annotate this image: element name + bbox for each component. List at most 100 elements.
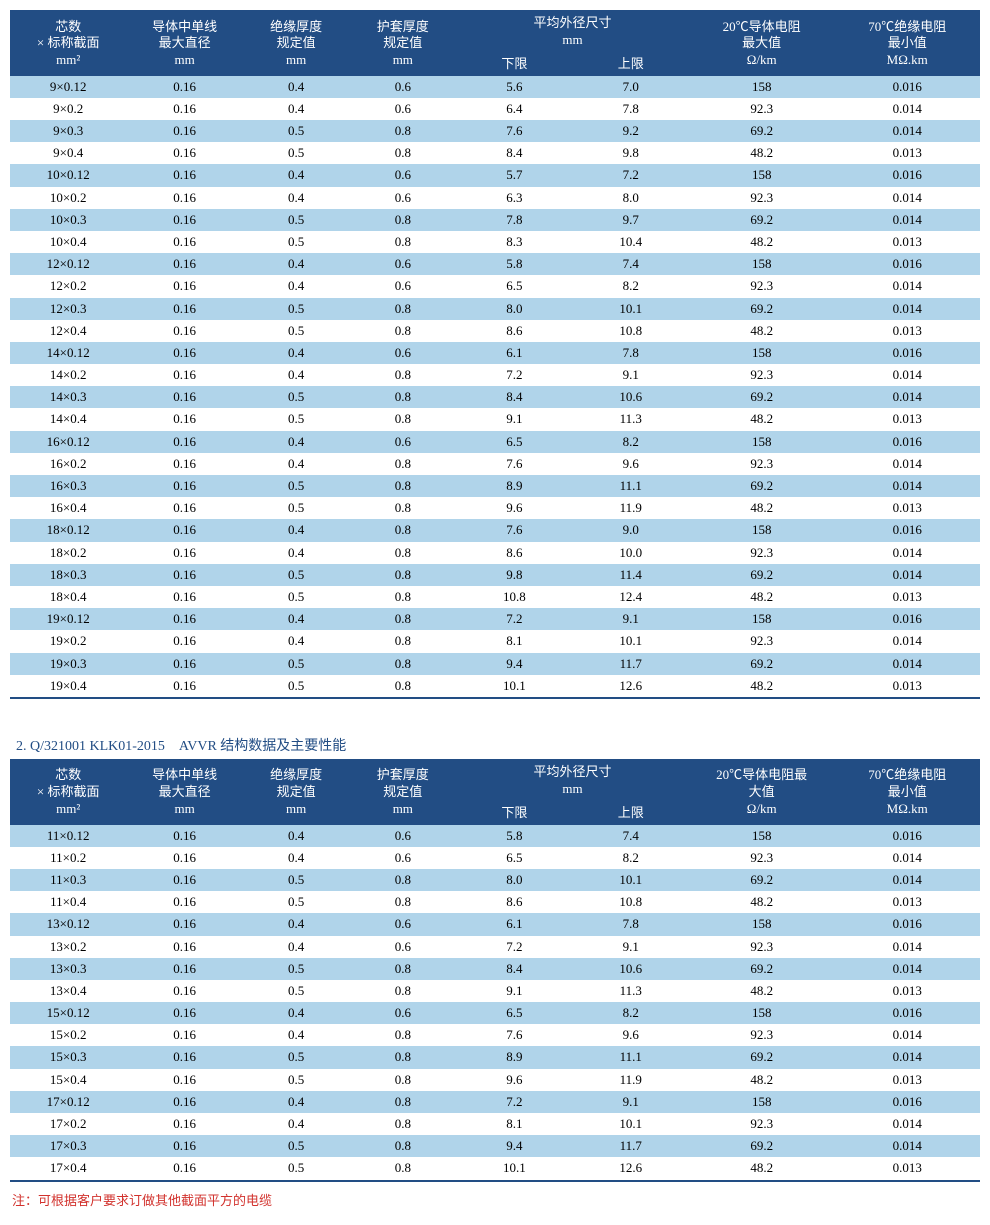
table-cell: 0.5 [243,675,350,697]
table-cell: 0.16 [126,980,242,1002]
table-cell: 0.4 [243,1024,350,1046]
table-cell: 0.8 [349,1069,456,1091]
table-cell: 92.3 [689,1024,835,1046]
table-cell: 0.16 [126,653,242,675]
table-cell: 11.3 [573,980,689,1002]
table-cell: 0.014 [834,209,980,231]
table-cell: 48.2 [689,1157,835,1179]
table-cell: 16×0.4 [10,497,126,519]
table-cell: 7.8 [573,342,689,364]
table-cell: 69.2 [689,386,835,408]
table-cell: 69.2 [689,958,835,980]
table-cell: 7.2 [456,608,572,630]
table-cell: 10×0.3 [10,209,126,231]
table-cell: 0.16 [126,164,242,186]
table-row: 15×0.40.160.50.89.611.948.20.013 [10,1069,980,1091]
table-cell: 8.6 [456,320,572,342]
hdr2-resist70: 70℃绝缘电阻 最小值 MΩ.km [834,761,980,825]
table-cell: 6.5 [456,1002,572,1024]
table-cell: 9.6 [573,1024,689,1046]
table-row: 17×0.120.160.40.87.29.11580.016 [10,1091,980,1113]
table-cell: 0.4 [243,825,350,847]
table-cell: 69.2 [689,869,835,891]
table2-header: 芯数 × 标称截面 mm² 导体中单线 最大直径 mm 绝缘厚度 规定值 mm … [10,761,980,825]
table-cell: 10.8 [456,586,572,608]
table-cell: 0.4 [243,76,350,98]
table-cell: 11.7 [573,653,689,675]
table-cell: 0.4 [243,519,350,541]
table-cell: 0.014 [834,298,980,320]
table-cell: 0.16 [126,497,242,519]
table-cell: 0.6 [349,98,456,120]
table-cell: 8.9 [456,475,572,497]
table-cell: 10.1 [456,675,572,697]
table-row: 19×0.30.160.50.89.411.769.20.014 [10,653,980,675]
table-cell: 0.5 [243,653,350,675]
table-cell: 0.4 [243,1002,350,1024]
table-cell: 0.013 [834,408,980,430]
table-cell: 5.8 [456,825,572,847]
table-row: 18×0.120.160.40.87.69.01580.016 [10,519,980,541]
table-cell: 69.2 [689,564,835,586]
table-cell: 0.013 [834,320,980,342]
table-cell: 0.6 [349,164,456,186]
table-cell: 7.8 [456,209,572,231]
table-cell: 0.014 [834,98,980,120]
table-row: 11×0.120.160.40.65.87.41580.016 [10,825,980,847]
table-cell: 0.016 [834,913,980,935]
table-cell: 9×0.3 [10,120,126,142]
table-cell: 11.3 [573,408,689,430]
table-cell: 0.6 [349,187,456,209]
table-cell: 19×0.12 [10,608,126,630]
table-cell: 0.8 [349,298,456,320]
table-cell: 5.8 [456,253,572,275]
table-cell: 11.9 [573,497,689,519]
table-cell: 92.3 [689,187,835,209]
hdr2-cores: 芯数 × 标称截面 mm² [10,761,126,825]
table-cell: 0.8 [349,519,456,541]
table-row: 14×0.40.160.50.89.111.348.20.013 [10,408,980,430]
table-row: 9×0.20.160.40.66.47.892.30.014 [10,98,980,120]
table-cell: 10×0.2 [10,187,126,209]
table-cell: 69.2 [689,1046,835,1068]
table-cell: 0.16 [126,187,242,209]
table-cell: 11.4 [573,564,689,586]
table-cell: 10.1 [573,630,689,652]
table-cell: 158 [689,825,835,847]
table-cell: 0.013 [834,980,980,1002]
hdr-od-min: 下限 [456,52,572,75]
table-cell: 7.8 [573,98,689,120]
hdr-cores: 芯数 × 标称截面 mm² [10,12,126,76]
table-cell: 48.2 [689,320,835,342]
table-cell: 9.6 [456,1069,572,1091]
hdr2-sheath: 护套厚度 规定值 mm [349,761,456,825]
table-cell: 0.016 [834,1091,980,1113]
table-cell: 0.5 [243,142,350,164]
table-cell: 8.0 [456,298,572,320]
table1-body: 9×0.120.160.40.65.67.01580.0169×0.20.160… [10,76,980,697]
table-row: 18×0.20.160.40.88.610.092.30.014 [10,542,980,564]
table-cell: 6.5 [456,431,572,453]
table-cell: 0.8 [349,142,456,164]
hdr2-resist20: 20℃导体电阻最 大值 Ω/km [689,761,835,825]
table-row: 12×0.20.160.40.66.58.292.30.014 [10,275,980,297]
table-cell: 158 [689,431,835,453]
table-cell: 11.9 [573,1069,689,1091]
table-cell: 19×0.4 [10,675,126,697]
table-cell: 0.16 [126,586,242,608]
table-cell: 0.016 [834,519,980,541]
table-cell: 18×0.2 [10,542,126,564]
table-cell: 0.8 [349,542,456,564]
table-cell: 48.2 [689,586,835,608]
table-cell: 12×0.2 [10,275,126,297]
table-cell: 0.8 [349,980,456,1002]
table-cell: 0.013 [834,586,980,608]
table-cell: 0.4 [243,253,350,275]
table-cell: 0.5 [243,869,350,891]
table-cell: 0.8 [349,675,456,697]
table-cell: 0.016 [834,342,980,364]
table-cell: 10×0.12 [10,164,126,186]
table-cell: 18×0.4 [10,586,126,608]
table-cell: 0.014 [834,364,980,386]
table-cell: 15×0.3 [10,1046,126,1068]
